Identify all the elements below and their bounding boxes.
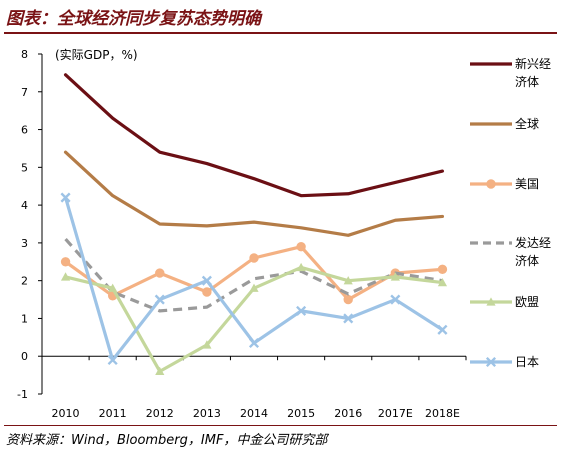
- series-4: [64, 238, 443, 313]
- y-axis-label: (实际GDP，%): [55, 47, 138, 62]
- data-point: [202, 287, 212, 297]
- legend-label: 济体: [515, 74, 539, 89]
- data-point: [202, 340, 212, 349]
- data-point: [249, 253, 259, 263]
- legend-label: 发达经: [515, 235, 551, 250]
- data-point: [486, 179, 496, 189]
- data-point: [486, 297, 496, 306]
- data-point: [343, 294, 353, 305]
- data-point-stroke: [201, 275, 212, 286]
- x-tick-label: 2010: [52, 407, 80, 420]
- y-tick-label: 5: [21, 161, 28, 174]
- data-point-stroke: [296, 305, 307, 316]
- x-tick-label: 2012: [146, 407, 174, 420]
- series-layer: [60, 73, 448, 376]
- data-point: [155, 268, 165, 278]
- x-tick-label: 2013: [193, 407, 221, 420]
- y-tick-label: -1: [17, 388, 28, 401]
- source-note: 资料来源：Wind，Bloomberg，IMF，中金公司研究部: [6, 433, 328, 448]
- legend-label: 济体: [515, 253, 539, 268]
- data-point-stroke: [485, 356, 497, 368]
- legend-item: 欧盟: [470, 295, 539, 309]
- legend-item: 日本: [470, 355, 539, 369]
- data-point: [107, 354, 118, 366]
- title-divider: [4, 32, 557, 34]
- data-point: [60, 257, 71, 267]
- data-point: [248, 337, 260, 349]
- y-tick-label: 7: [21, 86, 28, 99]
- data-point: [390, 294, 401, 305]
- legend-label: 美国: [515, 177, 539, 191]
- series-5: [60, 262, 448, 376]
- data-point-stroke: [437, 324, 448, 335]
- data-point-stroke: [107, 354, 118, 366]
- data-point-stroke: [154, 294, 165, 305]
- series-line: [63, 150, 445, 237]
- data-point: [108, 283, 118, 292]
- y-tick-label: 6: [21, 124, 28, 137]
- data-point: [437, 264, 448, 275]
- series-6: [60, 192, 448, 366]
- series-1: [63, 73, 445, 198]
- data-point-stroke: [248, 337, 260, 349]
- y-tick-label: 1: [21, 312, 28, 325]
- x-tick-label: 2011: [99, 407, 127, 420]
- legend-item: 美国: [470, 177, 539, 191]
- data-point: [296, 305, 307, 316]
- data-point: [437, 277, 448, 287]
- y-tick-label: 3: [21, 237, 28, 250]
- data-point: [296, 262, 306, 272]
- x-tick-label: 2015: [287, 407, 315, 420]
- data-point: [201, 275, 212, 286]
- data-point: [60, 272, 71, 281]
- data-point-stroke: [343, 313, 354, 324]
- chart-axes: -1 0 1 2 3 4 5 6 7 8 2010 2011 2012 2013 2014 2015 2016 2…: [17, 48, 467, 420]
- footer-divider: [4, 425, 557, 426]
- x-tick-label: 2016: [334, 407, 362, 420]
- legend-item: 全球: [470, 116, 539, 131]
- legend-label: 新兴经: [515, 56, 551, 71]
- series-line: [64, 238, 443, 313]
- data-point-stroke: [390, 294, 401, 305]
- data-point: [154, 294, 165, 305]
- data-point: [155, 366, 165, 376]
- line-chart: -1 0 1 2 3 4 5 6 7 8 2010 2011 2012 2013 2014 2015 2016 2…: [17, 47, 551, 420]
- data-point: [390, 272, 400, 281]
- data-point: [343, 313, 354, 324]
- data-point: [485, 356, 497, 368]
- x-tick-label: 2018E: [425, 407, 460, 420]
- data-point-stroke: [60, 192, 71, 203]
- x-tick-label: 2017E: [378, 407, 413, 420]
- data-point: [60, 192, 71, 203]
- y-tick-label: 0: [21, 350, 28, 363]
- data-point: [437, 324, 448, 335]
- y-tick-label: 4: [21, 199, 28, 212]
- legend-label: 欧盟: [515, 295, 539, 309]
- data-point: [249, 283, 259, 292]
- data-point: [296, 241, 306, 252]
- legend-label: 全球: [515, 116, 539, 131]
- x-tick-label: 2014: [240, 407, 268, 420]
- chart-title: 图表：全球经济同步复苏态势明确: [6, 9, 261, 29]
- data-point: [343, 276, 353, 285]
- series-line: [63, 73, 445, 198]
- y-tick-label: 8: [21, 48, 28, 61]
- series-2: [63, 150, 445, 237]
- y-tick-label: 2: [21, 275, 28, 288]
- legend-label: 日本: [515, 355, 539, 369]
